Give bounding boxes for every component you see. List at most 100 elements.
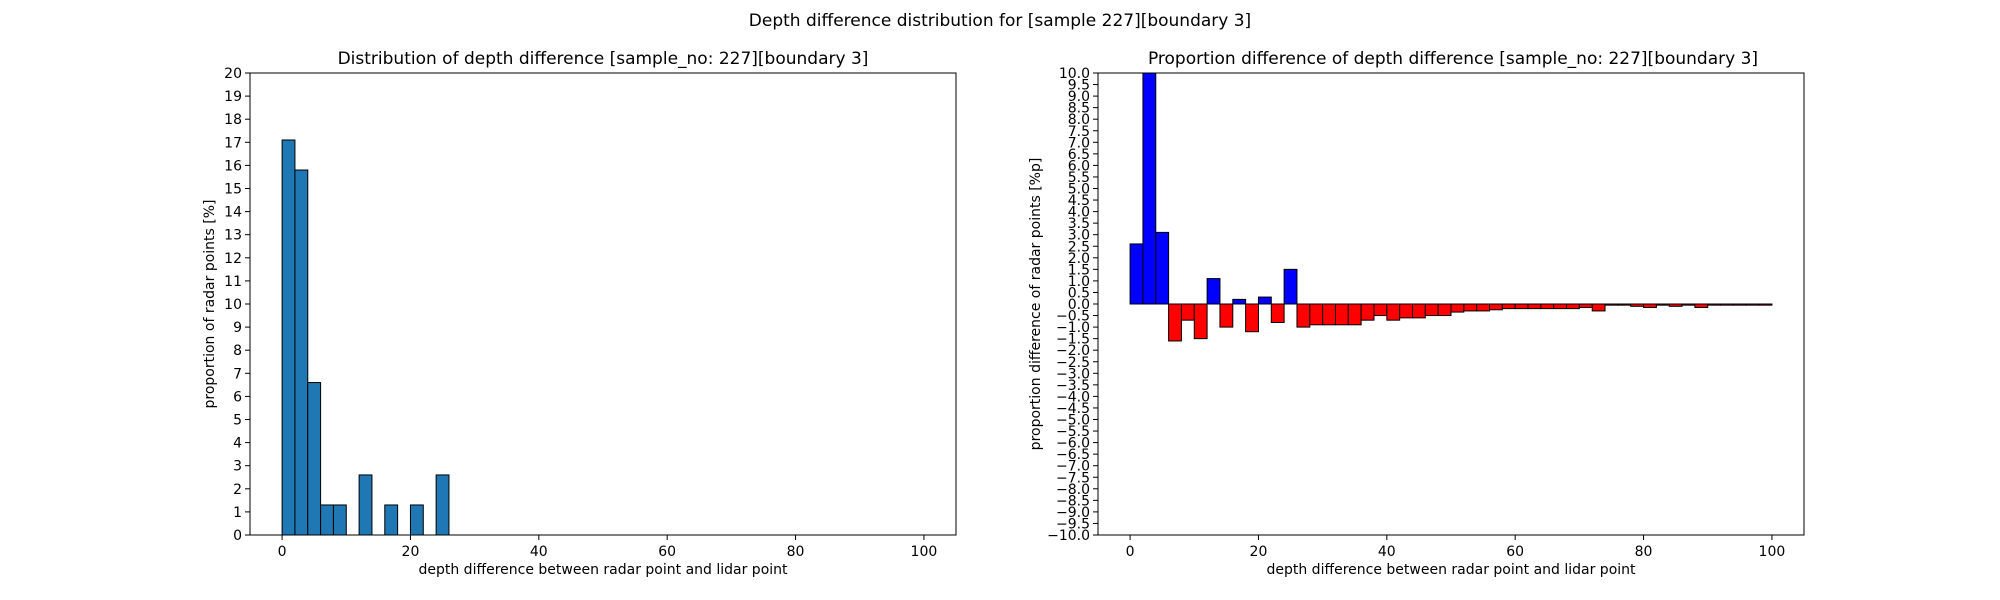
right-y-tick-label: 7.5 <box>1068 124 1090 140</box>
right-bar <box>1180 303 1195 321</box>
right-bar <box>1373 303 1388 317</box>
left-y-tick-label: 14 <box>224 205 242 221</box>
right-chart-title: Proportion difference of depth differenc… <box>1148 49 1758 69</box>
right-y-tick-label: −6.0 <box>1056 436 1090 452</box>
left-bar <box>320 504 334 536</box>
right-axes-frame <box>1097 72 1805 536</box>
right-y-tick-label: −8.0 <box>1056 482 1090 498</box>
right-y-tick-label: 8.5 <box>1068 101 1090 117</box>
left-x-tick-label: 40 <box>530 544 548 560</box>
right-plot-area: 0 20 40 60 80 100 −10.0−9.5−9.0−8.5−8.0−7.5−7.… <box>1047 66 1785 560</box>
right-bar <box>1411 303 1426 319</box>
right-y-tick-label: −0.5 <box>1056 309 1090 325</box>
right-chart: Proportion difference of depth differenc… <box>1028 49 1805 578</box>
left-plot-area: 0 20 40 60 80 1000123456789101112131415161718… <box>224 66 937 560</box>
left-chart: Distribution of depth difference [sample… <box>202 49 957 578</box>
right-bar <box>1309 303 1324 326</box>
right-y-tick-label: 9.5 <box>1068 78 1090 94</box>
right-y-tick-label: 4.5 <box>1068 193 1090 209</box>
right-y-tick-label: 1.5 <box>1068 262 1090 278</box>
right-bar <box>1322 303 1336 326</box>
left-y-tick-label: 5 <box>233 413 242 429</box>
figure-suptitle: Depth difference distribution for [sampl… <box>749 11 1251 31</box>
right-x-tick-label: 0 <box>1126 544 1135 560</box>
left-bar <box>435 474 450 536</box>
right-y-tick-label: 0.0 <box>1068 297 1090 313</box>
left-bar <box>358 474 373 536</box>
right-bar <box>1553 303 1568 310</box>
right-y-tick-label: 0.5 <box>1068 285 1090 301</box>
right-bar <box>1643 303 1657 308</box>
left-axes-frame <box>249 72 957 536</box>
right-y-tick-label: −7.0 <box>1056 459 1090 475</box>
left-bar <box>307 382 322 536</box>
right-bar <box>1155 231 1170 305</box>
right-bar <box>1270 303 1285 323</box>
right-x-tick-label: 60 <box>1506 544 1524 560</box>
right-y-tick-label: −4.0 <box>1056 389 1090 405</box>
left-bar <box>281 139 296 536</box>
right-x-tick-label: 100 <box>1759 544 1786 560</box>
right-bar <box>1360 303 1375 321</box>
right-y-tick-label: −3.0 <box>1056 366 1090 382</box>
right-x-tick-label: 80 <box>1635 544 1653 560</box>
right-bar <box>1489 303 1503 311</box>
right-y-tick-label: −5.5 <box>1056 424 1090 440</box>
right-y-tick-label: −1.5 <box>1056 332 1090 348</box>
right-bar <box>1450 303 1465 313</box>
right-bar <box>1129 243 1144 305</box>
right-y-tick-label: −10.0 <box>1047 528 1090 544</box>
left-y-tick-label: 11 <box>224 274 242 290</box>
right-y-tick-label: −6.5 <box>1056 447 1090 463</box>
right-y-tick-label: 9.0 <box>1068 89 1090 105</box>
right-bar <box>1386 303 1401 321</box>
left-y-tick-label: 1 <box>233 505 242 521</box>
right-bar <box>1399 303 1413 319</box>
right-bar <box>1604 303 1619 306</box>
right-bar <box>1245 303 1259 333</box>
left-bar <box>384 504 399 536</box>
left-y-axis-label: proportion of radar points [%] <box>202 199 218 408</box>
right-bar <box>1424 303 1439 317</box>
left-y-tick-label: 12 <box>224 251 242 267</box>
left-bar <box>409 504 424 536</box>
left-x-tick-label: 20 <box>402 544 420 560</box>
left-x-tick-label: 60 <box>658 544 676 560</box>
right-bar <box>1514 303 1529 310</box>
left-y-tick-label: 17 <box>224 135 242 151</box>
right-bar <box>1296 303 1311 328</box>
right-y-tick-label: −1.0 <box>1056 320 1090 336</box>
right-y-tick-label: 5.5 <box>1068 170 1090 186</box>
left-y-tick-label: 2 <box>233 482 242 498</box>
right-x-tick-label: 40 <box>1378 544 1396 560</box>
right-y-tick-label: −4.5 <box>1056 401 1090 417</box>
left-x-tick-label: 80 <box>787 544 805 560</box>
right-bar <box>1720 303 1734 306</box>
left-y-tick-label: 6 <box>233 389 242 405</box>
right-bar <box>1232 298 1247 305</box>
right-bar <box>1758 303 1773 306</box>
left-x-tick-label: 0 <box>278 544 287 560</box>
right-bar <box>1283 268 1298 305</box>
right-y-tick-label: −2.0 <box>1056 343 1090 359</box>
right-y-tick-label: 1.0 <box>1068 274 1090 290</box>
right-y-tick-label: 4.0 <box>1068 205 1090 221</box>
right-y-tick-label: 10.0 <box>1059 66 1090 82</box>
right-bar <box>1707 303 1722 306</box>
left-y-tick-label: 15 <box>224 182 242 198</box>
left-y-tick-label: 9 <box>233 320 242 336</box>
left-y-tick-label: 4 <box>233 436 242 452</box>
right-y-axis-label: proportion difference of radar points [%… <box>1028 158 1044 451</box>
right-bar <box>1617 303 1632 306</box>
right-y-tick-label: 2.5 <box>1068 239 1090 255</box>
left-bar <box>332 504 347 536</box>
left-x-axis-label: depth difference between radar point and… <box>418 562 788 578</box>
right-y-tick-label: −5.0 <box>1056 413 1090 429</box>
right-y-tick-label: 8.0 <box>1068 112 1090 128</box>
right-bar <box>1463 303 1478 312</box>
right-y-tick-label: −8.5 <box>1056 493 1090 509</box>
left-y-tick-label: 19 <box>224 89 242 105</box>
right-bar <box>1655 303 1670 306</box>
right-y-tick-label: −7.5 <box>1056 470 1090 486</box>
